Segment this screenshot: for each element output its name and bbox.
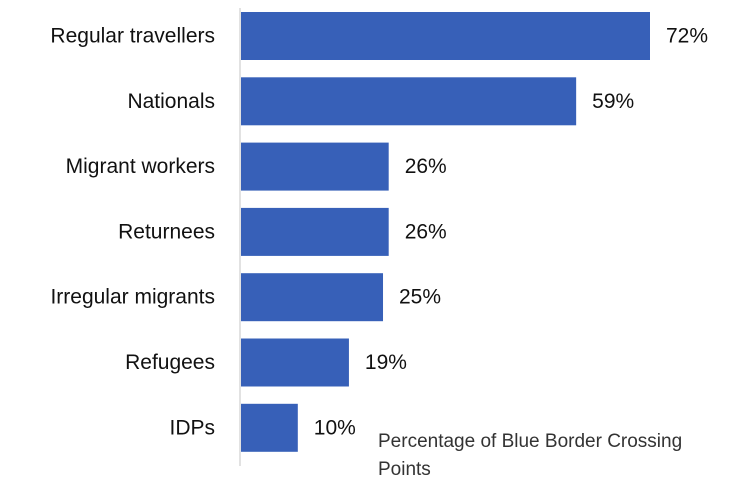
- category-tick-label: Refugees: [125, 351, 215, 374]
- data-label: 10%: [314, 416, 356, 439]
- category-tick-label: Nationals: [127, 90, 215, 113]
- bar: [241, 77, 577, 126]
- category-tick-label: Migrant workers: [66, 155, 215, 178]
- category-tick-label: Irregular migrants: [50, 286, 215, 309]
- bar: [241, 403, 298, 452]
- category-tick-label: Regular travellers: [50, 25, 215, 48]
- data-label: 25%: [399, 286, 441, 309]
- data-label: 26%: [405, 220, 447, 243]
- bar: [241, 142, 389, 191]
- category-tick-label: Returnees: [118, 220, 215, 243]
- chart-annotation: Percentage of Blue Border Crossing Point…: [378, 431, 683, 480]
- bar: [241, 207, 389, 256]
- data-label: 59%: [592, 90, 634, 113]
- bar: [241, 273, 384, 322]
- data-label: 19%: [365, 351, 407, 374]
- bar: [241, 12, 650, 60]
- category-tick-label: IDPs: [169, 416, 215, 439]
- bar: [241, 338, 349, 387]
- data-label: 26%: [405, 155, 447, 178]
- data-label: 72%: [666, 25, 708, 48]
